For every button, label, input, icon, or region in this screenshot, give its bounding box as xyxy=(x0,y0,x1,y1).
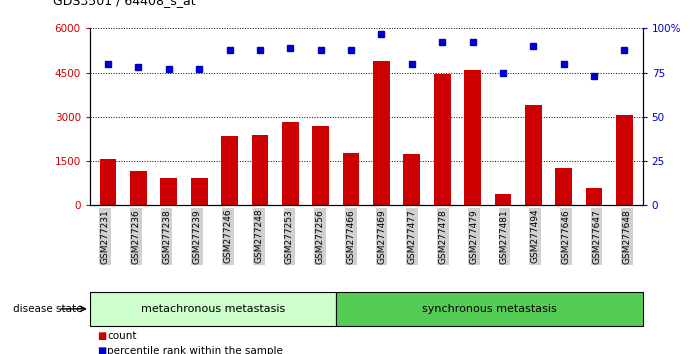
Text: GDS3501 / 64408_s_at: GDS3501 / 64408_s_at xyxy=(53,0,196,7)
Bar xyxy=(336,292,643,326)
Bar xyxy=(160,178,177,205)
Bar xyxy=(556,169,572,205)
Text: GSM277477: GSM277477 xyxy=(408,209,417,264)
Text: GSM277494: GSM277494 xyxy=(531,209,540,263)
Bar xyxy=(464,70,481,205)
Text: GSM277236: GSM277236 xyxy=(131,209,140,264)
Text: GSM277466: GSM277466 xyxy=(346,209,355,264)
Text: GSM277246: GSM277246 xyxy=(223,209,233,263)
Bar xyxy=(404,154,420,205)
Bar xyxy=(616,115,633,205)
Bar xyxy=(525,105,542,205)
Bar xyxy=(100,159,116,205)
Text: GSM277253: GSM277253 xyxy=(285,209,294,264)
Bar xyxy=(90,292,336,326)
Text: ■: ■ xyxy=(97,331,106,341)
Bar xyxy=(130,171,146,205)
Text: GSM277646: GSM277646 xyxy=(561,209,570,264)
Text: count: count xyxy=(107,331,137,341)
Text: GSM277479: GSM277479 xyxy=(469,209,478,264)
Bar xyxy=(495,194,511,205)
Text: GSM277248: GSM277248 xyxy=(254,209,263,263)
Bar xyxy=(221,136,238,205)
Bar xyxy=(586,188,603,205)
Bar xyxy=(252,135,268,205)
Text: GSM277648: GSM277648 xyxy=(623,209,632,264)
Text: GSM277238: GSM277238 xyxy=(162,209,171,264)
Text: disease state: disease state xyxy=(13,304,83,314)
Text: GSM277256: GSM277256 xyxy=(316,209,325,264)
Text: GSM277481: GSM277481 xyxy=(500,209,509,264)
Text: ■: ■ xyxy=(97,346,106,354)
Bar xyxy=(312,126,329,205)
Text: metachronous metastasis: metachronous metastasis xyxy=(140,304,285,314)
Text: GSM277647: GSM277647 xyxy=(592,209,601,264)
Bar xyxy=(191,178,207,205)
Text: synchronous metastasis: synchronous metastasis xyxy=(422,304,556,314)
Text: GSM277239: GSM277239 xyxy=(193,209,202,264)
Text: GSM277478: GSM277478 xyxy=(439,209,448,264)
Text: GSM277231: GSM277231 xyxy=(101,209,110,264)
Bar xyxy=(373,61,390,205)
Text: percentile rank within the sample: percentile rank within the sample xyxy=(107,346,283,354)
Bar xyxy=(434,74,451,205)
Bar xyxy=(282,122,299,205)
Text: GSM277469: GSM277469 xyxy=(377,209,386,264)
Bar xyxy=(343,153,359,205)
